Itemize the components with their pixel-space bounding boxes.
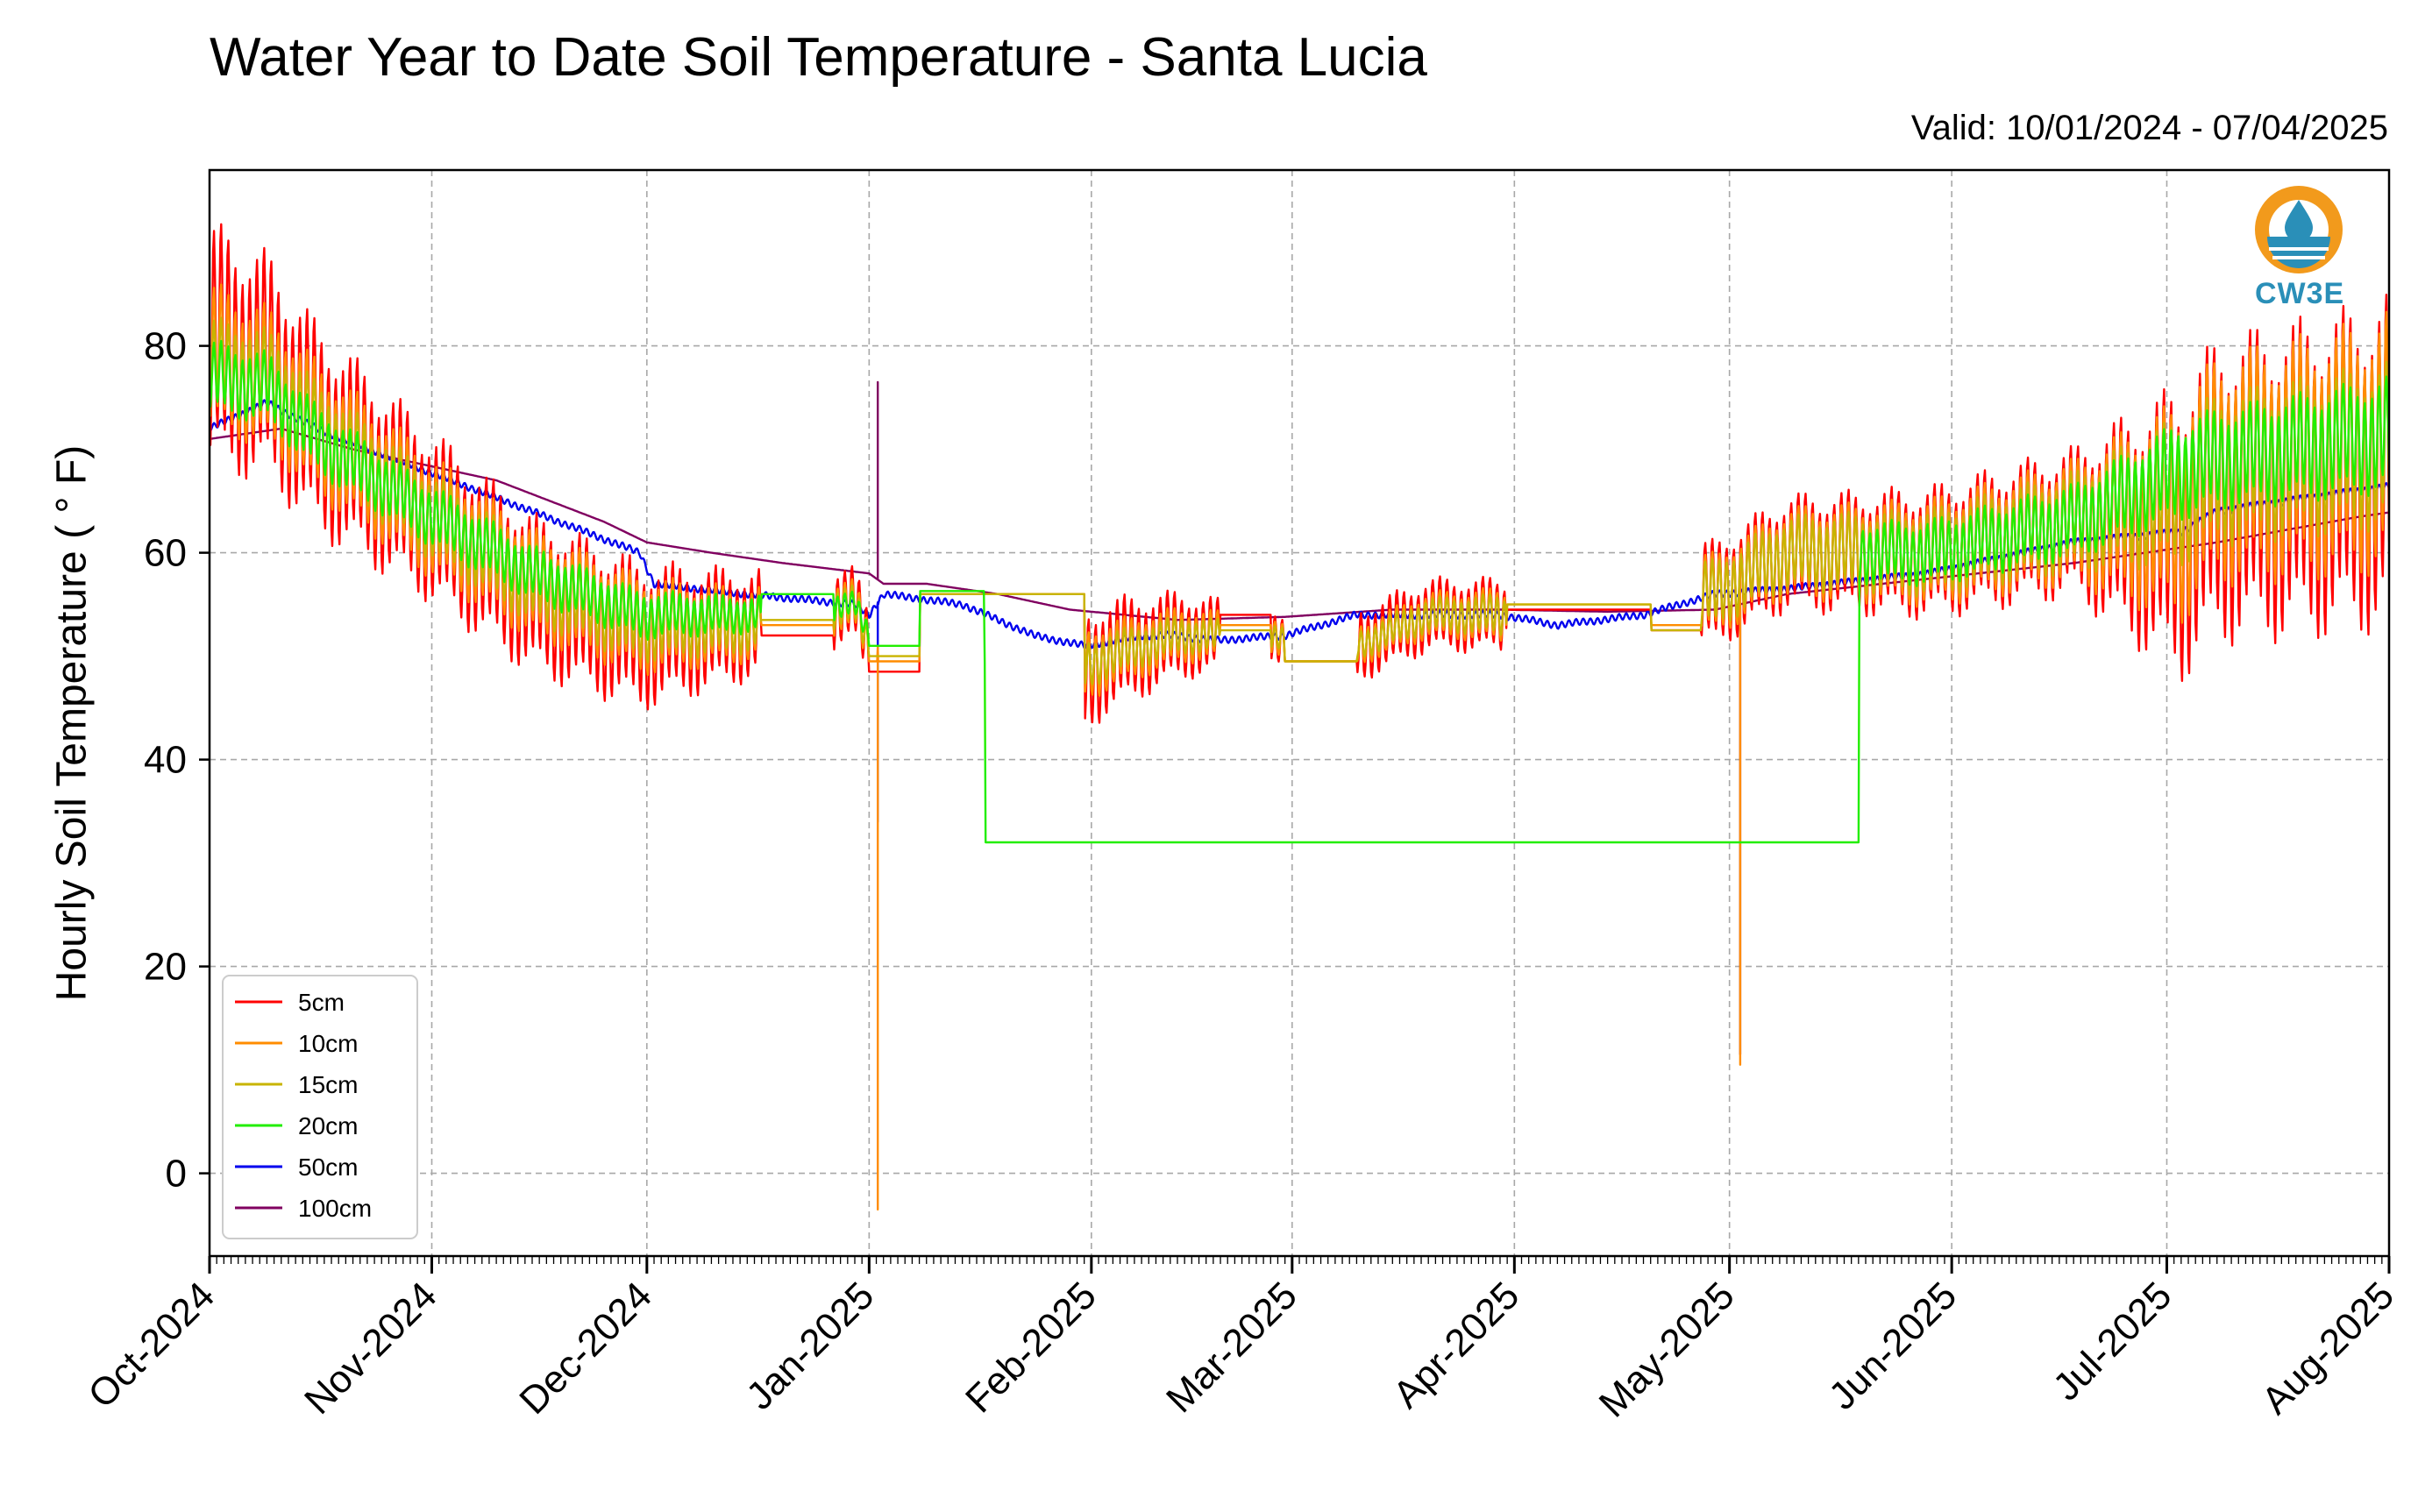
chart-subtitle: Valid: 10/01/2024 - 07/04/2025 [1910,109,2388,147]
series-line-5cm [210,223,2389,724]
series-line-20cm [210,339,2389,844]
x-tick-label: Jul-2025 [2045,1274,2180,1409]
series-line-50cm [210,399,2389,823]
x-tick-label: Oct-2024 [80,1274,223,1416]
legend-label-50cm: 50cm [298,1154,358,1181]
logo-wave-icon [2267,237,2330,268]
logo-text: CW3E [2255,277,2345,310]
logo-drop-icon [2285,200,2313,242]
grid-layer [210,170,2389,1256]
y-tick-label: 20 [144,946,187,989]
legend-box [222,975,418,1239]
x-tick-label: Mar-2025 [1158,1274,1305,1421]
cw3e-logo [2255,186,2343,273]
legend-label-10cm: 10cm [298,1030,358,1057]
y-tick-label: 60 [144,532,187,575]
y-tick-label: 40 [144,739,187,782]
x-tick-label: May-2025 [1591,1274,1743,1425]
y-tick-label: 0 [166,1153,187,1196]
x-tick-label: Jan-2025 [738,1274,882,1417]
series-line-100cm [210,380,2389,1056]
legend: 5cm 10cm 15cm 20cm 50cm 100cm [222,975,418,1239]
x-tick-label: Apr-2025 [1385,1274,1528,1416]
plot-frame [208,168,2391,1258]
x-tick-label: Jun-2025 [1821,1274,1965,1417]
x-tick-label: Aug-2025 [2253,1274,2402,1423]
x-tick-label: Nov-2024 [296,1274,445,1423]
y-tick-label: 80 [144,325,187,368]
legend-label-15cm: 15cm [298,1071,358,1098]
series-line-10cm [210,283,2389,1211]
x-tick-label: Dec-2024 [511,1274,660,1423]
legend-label-5cm: 5cm [298,989,345,1016]
legend-label-100cm: 100cm [298,1195,372,1222]
chart-title: Water Year to Date Soil Temperature - Sa… [210,27,1427,88]
legend-label-20cm: 20cm [298,1112,358,1139]
x-tick-label: Feb-2025 [957,1274,1105,1421]
series-layer [210,223,2389,1211]
